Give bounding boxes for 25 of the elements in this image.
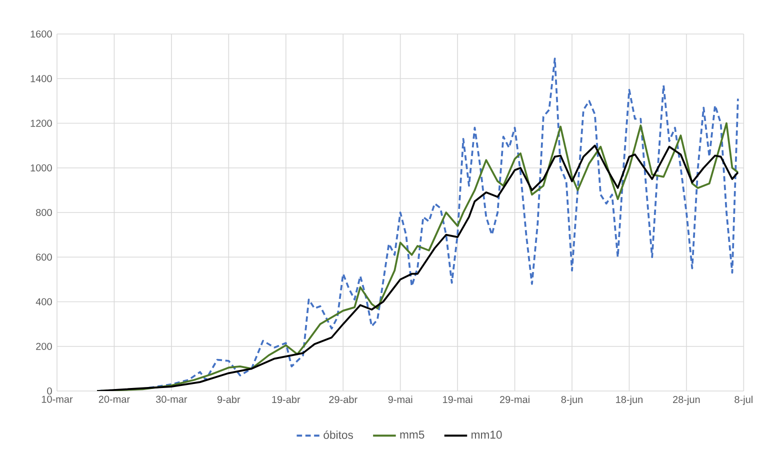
x-tick-label: 19-abr bbox=[272, 396, 300, 404]
x-tick-label: 29-mai bbox=[500, 396, 530, 404]
x-tick-label: 8-jul bbox=[734, 396, 752, 406]
legend-label: mm5 bbox=[400, 430, 424, 439]
x-tick-label: 19-mai bbox=[443, 396, 472, 404]
legend-label: mm10 bbox=[472, 430, 502, 439]
x-tick-label: 8-jun bbox=[561, 396, 582, 406]
legend-label: óbitos bbox=[324, 430, 353, 439]
y-tick-label: 600 bbox=[36, 254, 52, 261]
x-tick-label: 28-jun bbox=[673, 396, 700, 406]
y-tick-label: 1000 bbox=[30, 164, 52, 172]
y-tick-label: 0 bbox=[47, 387, 52, 395]
x-tick-label: 30-mar bbox=[156, 396, 188, 403]
y-tick-label: 1600 bbox=[30, 30, 52, 38]
x-tick-label: 9-abr bbox=[217, 396, 240, 404]
y-tick-label: 1200 bbox=[30, 120, 52, 127]
y-tick-label: 400 bbox=[36, 298, 52, 306]
x-tick-label: 29-abr bbox=[329, 396, 358, 404]
y-tick-label: 1400 bbox=[30, 75, 52, 82]
x-tick-label: 9-mai bbox=[388, 396, 412, 404]
x-tick-label: 18-jun bbox=[616, 396, 642, 406]
y-tick-label: 800 bbox=[36, 208, 52, 216]
x-tick-label: 20-mar bbox=[98, 396, 130, 403]
x-tick-label: 10-mar bbox=[42, 396, 73, 403]
y-tick-label: 200 bbox=[36, 342, 52, 350]
